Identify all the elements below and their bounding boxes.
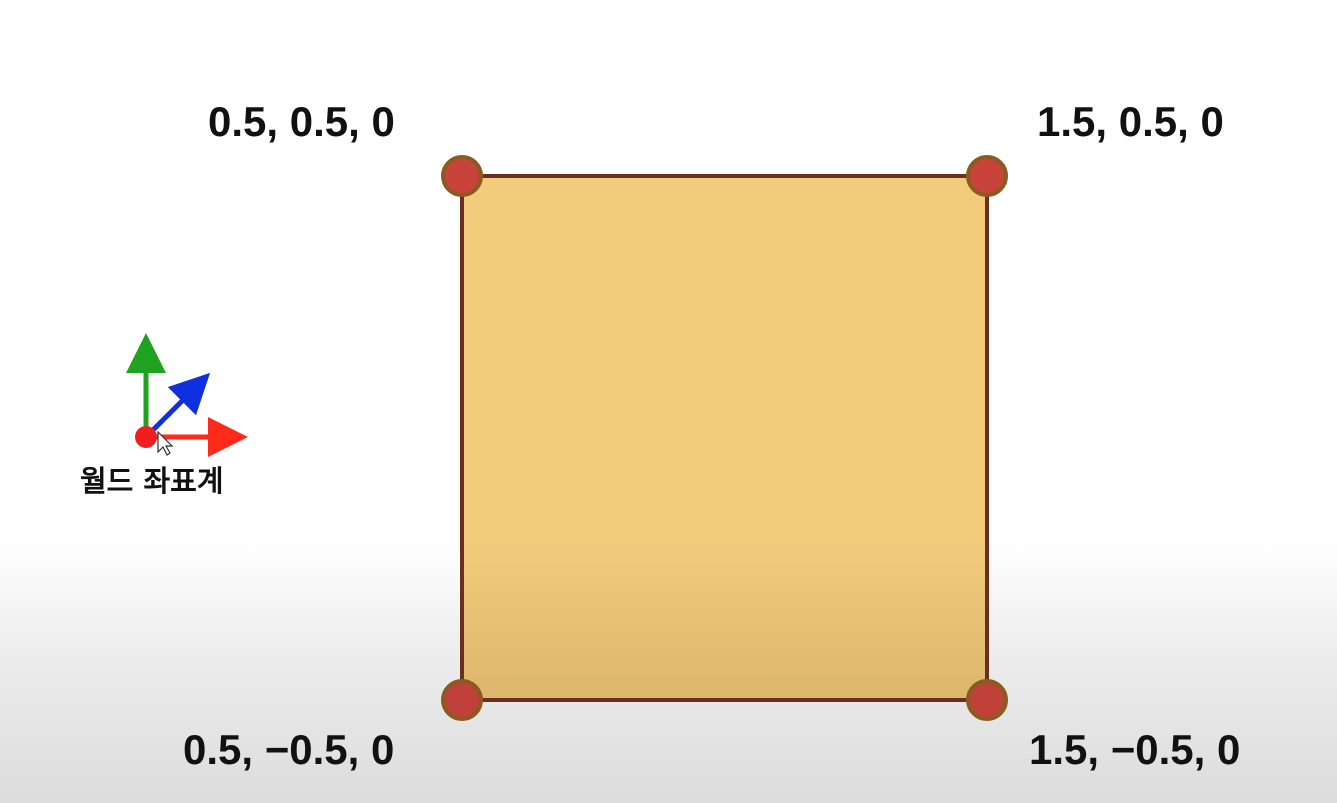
- vertex-label-bottom-left: 0.5, −0.5, 0: [183, 726, 394, 773]
- vertex-point-top-left: [441, 155, 483, 197]
- origin-point: [135, 426, 157, 448]
- vertex-label-bottom-right: 1.5, −0.5, 0: [1029, 726, 1240, 773]
- vertex-label-top-left: 0.5, 0.5, 0: [208, 98, 395, 145]
- vertex-point-bottom-left: [441, 679, 483, 721]
- vertex-point-top-right: [966, 155, 1008, 197]
- quad-face: [460, 174, 989, 702]
- z-axis-arrow: [144, 372, 211, 439]
- mouse-cursor-icon: [157, 430, 174, 456]
- vertex-point-bottom-right: [966, 679, 1008, 721]
- world-axes-gizmo: [126, 333, 248, 457]
- world-coordinate-caption: 월드 좌표계: [80, 464, 224, 498]
- vertex-label-top-right: 1.5, 0.5, 0: [1037, 98, 1224, 145]
